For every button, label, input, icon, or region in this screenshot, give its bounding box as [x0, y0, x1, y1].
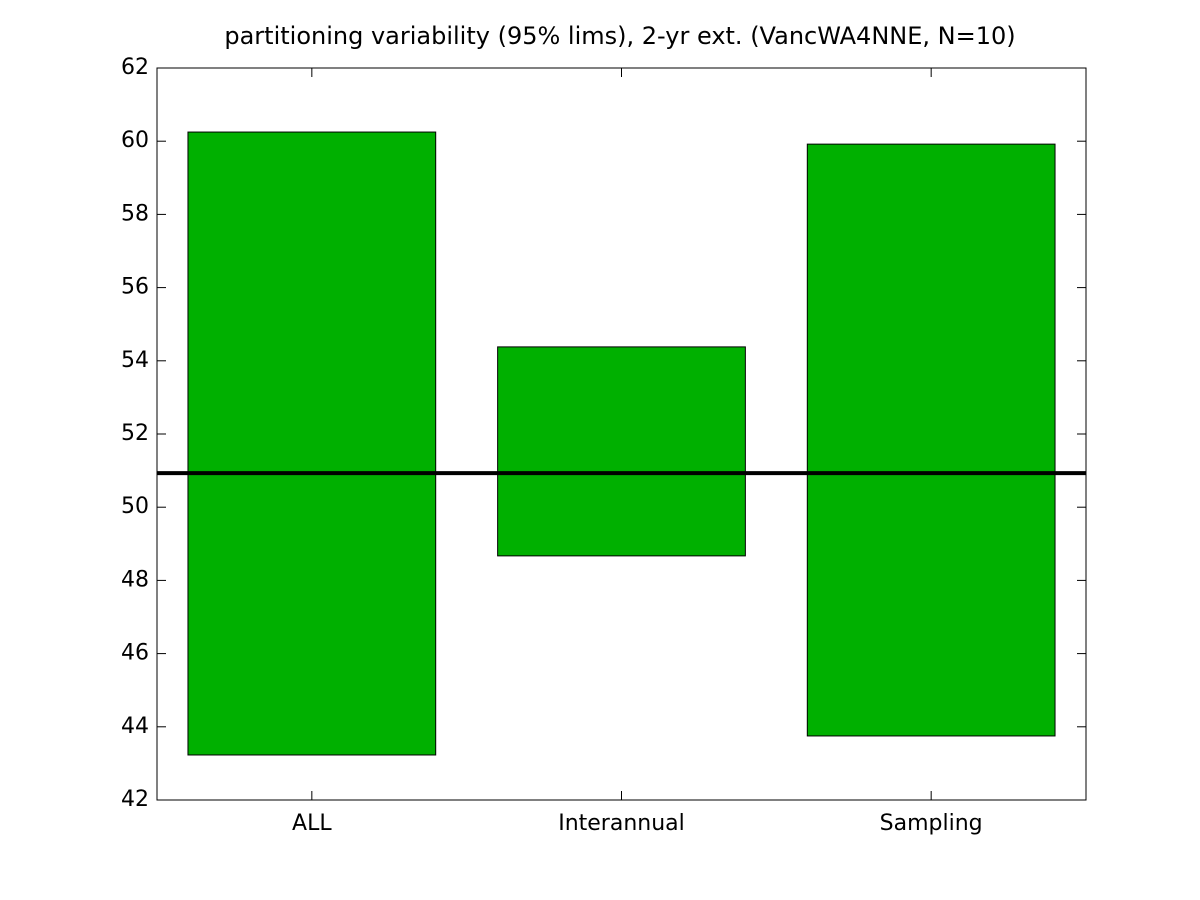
y-tick-label: 52 [121, 421, 149, 446]
y-tick-label: 58 [121, 201, 149, 226]
bar [497, 346, 746, 557]
y-tick-label: 50 [121, 494, 149, 519]
y-tick-label: 54 [121, 348, 149, 373]
x-tick-label: ALL [292, 811, 332, 836]
y-tick-label: 56 [121, 275, 149, 300]
bar [806, 143, 1056, 737]
plot-frame [156, 67, 1087, 801]
y-tick-label: 42 [121, 787, 149, 812]
chart-title: partitioning variability (95% lims), 2-y… [224, 22, 1015, 50]
bar [187, 131, 437, 756]
x-tick-label: Interannual [558, 811, 685, 836]
y-tick-label: 62 [121, 55, 149, 80]
x-tick-label: Sampling [880, 811, 983, 836]
y-tick-label: 46 [121, 641, 149, 666]
y-tick-label: 44 [121, 714, 149, 739]
y-tick-label: 48 [121, 567, 149, 592]
y-tick-label: 60 [121, 128, 149, 153]
